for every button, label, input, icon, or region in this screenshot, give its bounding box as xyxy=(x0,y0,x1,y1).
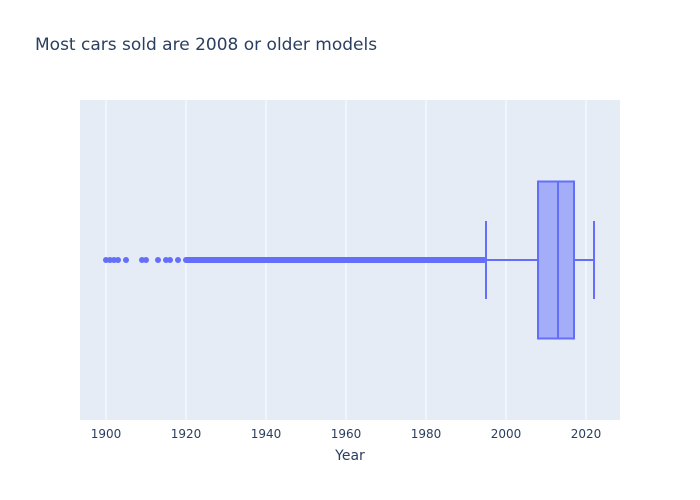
x-tick-label-1940: 1940 xyxy=(251,427,282,441)
chart-title: Most cars sold are 2008 or older models xyxy=(35,35,377,55)
interquartile-box xyxy=(537,180,575,340)
outlier-point-3 xyxy=(115,257,121,263)
outlier-point-7 xyxy=(155,257,161,263)
x-axis-label: Year xyxy=(334,448,365,464)
outlier-point-9 xyxy=(167,257,173,263)
x-axis-ticks: 1900 1920 1940 1960 1980 2000 2020 xyxy=(91,427,602,441)
outlier-point-10 xyxy=(175,257,181,263)
x-tick-label-2020: 2020 xyxy=(571,427,602,441)
x-tick-label-1900: 1900 xyxy=(91,427,122,441)
x-tick-label-1980: 1980 xyxy=(411,427,442,441)
x-tick-label-2000: 2000 xyxy=(491,427,522,441)
outlier-point-4 xyxy=(123,257,129,263)
outlier-points xyxy=(103,257,487,263)
box-trace xyxy=(485,180,595,340)
x-tick-label-1920: 1920 xyxy=(171,427,202,441)
x-tick-label-1960: 1960 xyxy=(331,427,362,441)
outlier-point-6 xyxy=(143,257,149,263)
